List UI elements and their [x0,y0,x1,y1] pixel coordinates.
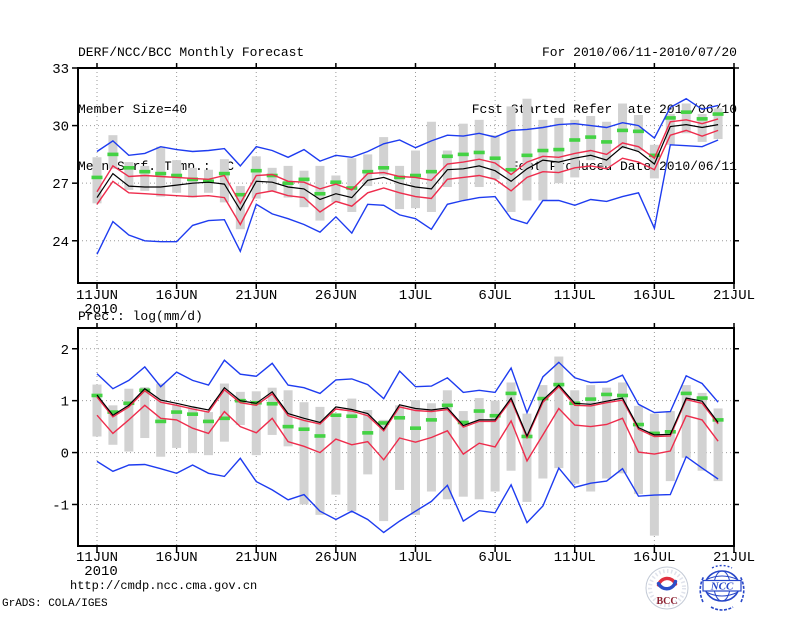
ncc-logo-banner [702,579,742,592]
x-tick-label: 1JUL [399,550,433,566]
y-axis: 24 27 30 33 [52,62,739,251]
lower-quartile-line [96,129,719,226]
y-tick-label: -1 [52,498,69,514]
forecast-title: DERF/NCC/BCC Monthly Forecast [78,45,305,60]
lower-quartile-line [96,404,719,463]
ensemble-max-line [96,97,719,167]
y-tick-label: 1 [61,395,69,411]
ensemble-min-line [96,455,719,534]
y-tick-label: 33 [52,62,69,78]
grads-credit: GrADS: COLA/IGES [2,598,108,610]
forecast-period-label: For 2010/06/11-2010/07/20 [541,45,737,60]
y-tick-label: 24 [52,235,69,251]
precip-chart-title: Prec.: log(mm/d) [78,309,203,324]
x-tick-label: 26JUN [315,550,357,566]
x-tick-label: 16JUL [633,288,675,304]
x-year-label: 2010 [84,564,118,580]
ensemble-mean-line [96,384,719,438]
ensemble-max-line [96,359,719,415]
y-tick-label: 27 [52,177,69,193]
x-tick-label: 11JUL [554,288,596,304]
x-tick-label: 1JUL [399,288,433,304]
bcc-logo-ring-text [648,569,686,607]
x-axis: 11JUN 16JUN 21JUN 26JUN 1JUL 6JUL 11JUL 16JUL 21… [76,63,755,318]
ensemble-spread-bars [92,356,723,536]
bcc-logo-blue-swirl [656,579,678,591]
y-tick-label: 0 [61,447,69,463]
bcc-logo: BCC [645,566,689,610]
ncc-logo-top-text [711,564,733,569]
x-tick-label: 16JUL [633,550,675,566]
x-tick-label: 16JUN [156,550,198,566]
x-tick-label: 11JUN [76,288,118,304]
x-tick-label: 21JUL [713,550,755,566]
ncc-logo: NCC [699,564,745,611]
member-size-label: Member Size=40 [78,102,188,117]
y-tick-label: 30 [52,120,69,136]
ncc-logo-wreath [699,575,745,611]
upper-quartile-line [96,118,719,205]
x-tick-label: 11JUN [76,550,118,566]
footer-logos: BCC NCC [643,562,753,614]
x-year-label: 2010 [84,302,118,318]
ensemble-spread-bars [92,98,723,230]
chart-header-right: For 2010/06/11-2010/07/20 Fcst Started R… [472,5,737,214]
plot-border [77,67,735,284]
x-tick-label: 21JUN [235,288,277,304]
x-tick-label: 26JUN [315,288,357,304]
ncc-logo-parallels [706,575,738,597]
gridlines [78,68,734,283]
upper-quartile-line [96,385,719,440]
ensemble-mean-line [96,123,719,212]
x-tick-label: 11JUL [554,550,596,566]
ensemble-min-line [96,139,719,255]
climatology-dashes [91,110,724,197]
y-tick-label: 2 [61,343,69,359]
x-tick-label: 21JUL [713,288,755,304]
precipitation-chart: -1 0 1 2 11JUN 16JUN 21JUN 26JUN 1JUL 6JUL 11JUL 16… [52,323,755,580]
plot-border [77,327,735,547]
ncc-logo-label: NCC [710,581,734,593]
bcc-logo-label: BCC [656,596,677,607]
x-tick-label: 16JUN [156,288,198,304]
site-url: http://cmdp.ncc.cma.gov.cn [70,579,258,593]
x-tick-label: 6JUL [478,288,512,304]
x-tick-label: 6JUL [478,550,512,566]
x-tick-label: 21JUN [235,550,277,566]
x-axis: 11JUN 16JUN 21JUN 26JUN 1JUL 6JUL 11JUL 16JUL 21… [76,323,755,580]
y-axis: -1 0 1 2 [52,343,739,514]
